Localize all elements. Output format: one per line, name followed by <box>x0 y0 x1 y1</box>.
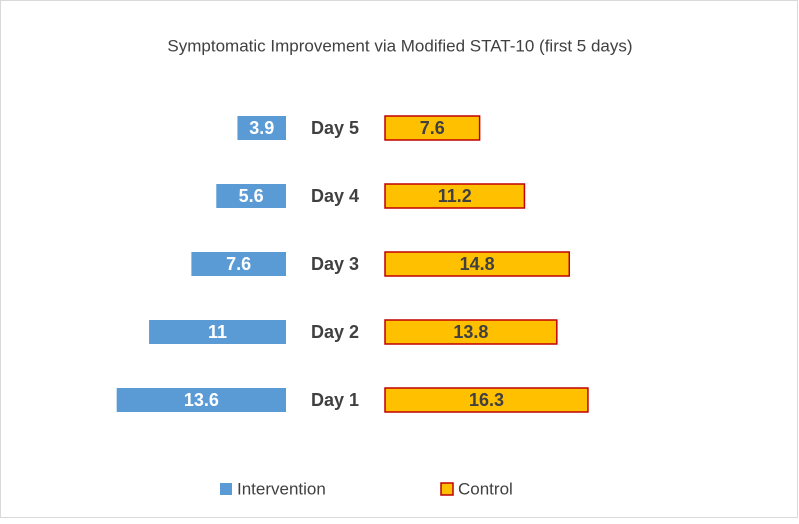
data-label: 13.6 <box>184 390 219 410</box>
bar <box>384 183 526 209</box>
legend-label: Intervention <box>237 479 326 498</box>
bar <box>384 319 558 345</box>
category-label: Day 1 <box>311 390 359 410</box>
legend-swatch <box>220 483 232 495</box>
data-label: 16.3 <box>469 390 504 410</box>
data-label: 13.8 <box>453 322 488 342</box>
category-label: Day 4 <box>311 186 359 206</box>
category-label: Day 2 <box>311 322 359 342</box>
bar <box>237 116 286 140</box>
bar <box>384 115 481 141</box>
data-label: 5.6 <box>239 186 264 206</box>
bar <box>384 251 571 277</box>
category-label: Day 5 <box>311 118 359 138</box>
legend-swatch <box>440 482 454 496</box>
legend-label: Control <box>458 479 513 498</box>
bar <box>149 320 286 344</box>
bar <box>384 387 589 413</box>
bar <box>191 252 286 276</box>
chart-title: Symptomatic Improvement via Modified STA… <box>167 36 632 55</box>
bar <box>116 388 287 412</box>
data-label: 14.8 <box>460 254 495 274</box>
data-label: 11 <box>208 322 227 342</box>
data-label: 7.6 <box>226 254 251 274</box>
data-label: 3.9 <box>249 118 274 138</box>
data-label: 7.6 <box>420 118 445 138</box>
bar <box>216 184 286 208</box>
category-label: Day 3 <box>311 254 359 274</box>
data-label: 11.2 <box>438 186 472 206</box>
